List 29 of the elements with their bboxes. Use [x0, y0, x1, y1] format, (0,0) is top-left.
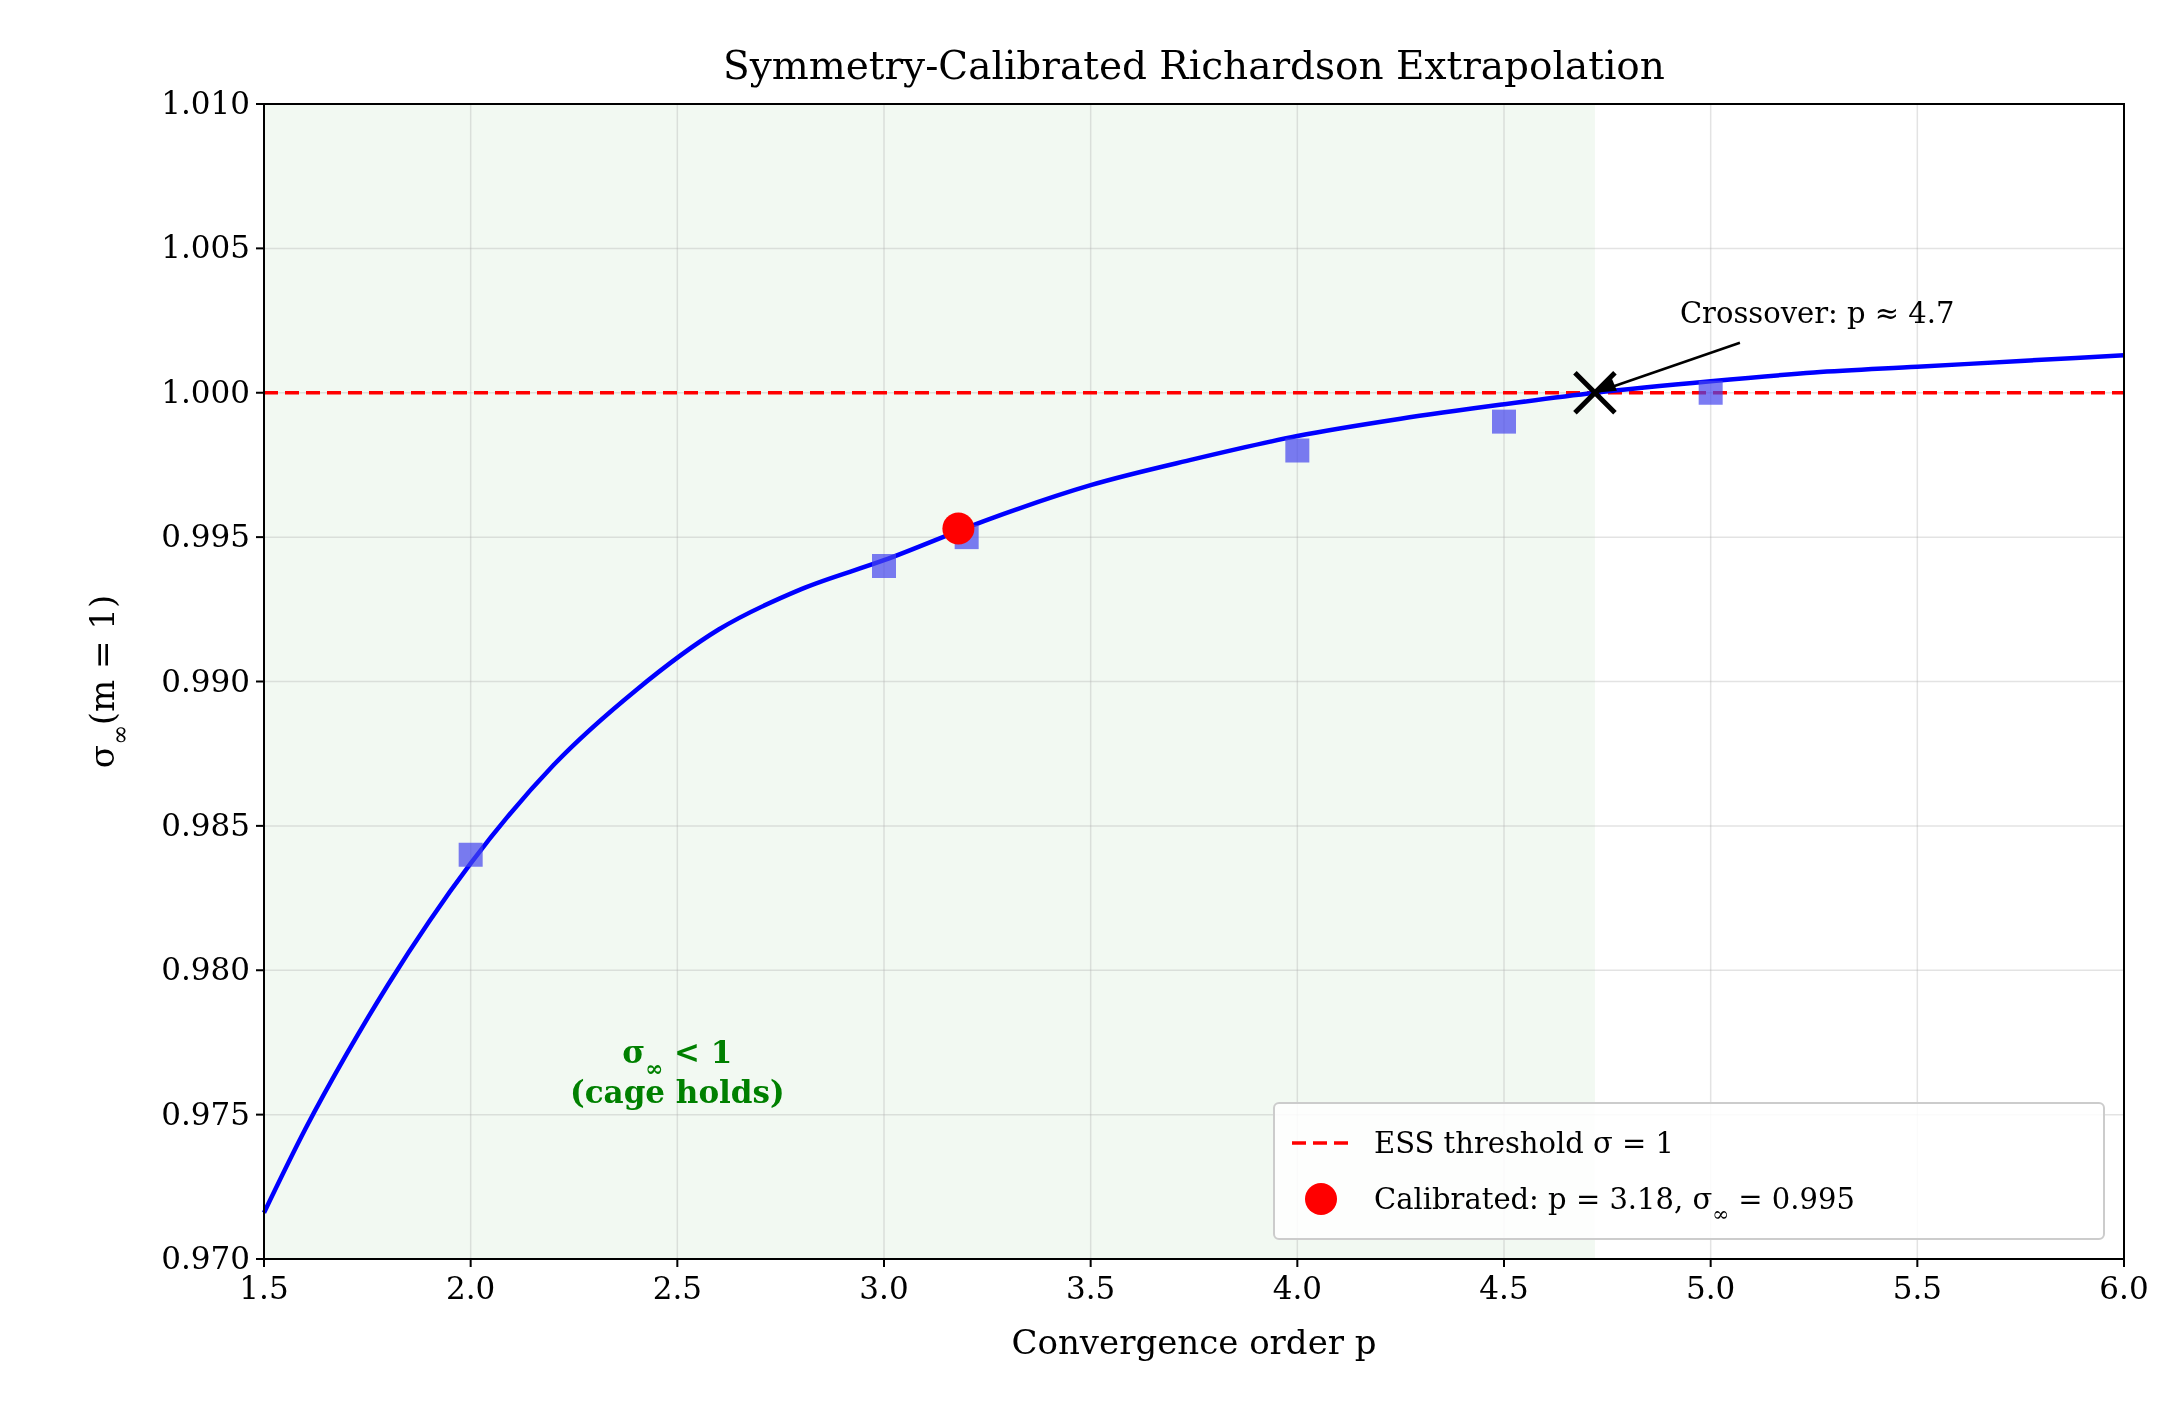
point	[1492, 409, 1516, 434]
point	[942, 512, 975, 545]
y-tick-label: 0.995	[161, 518, 250, 555]
x-tick-label: 5.5	[1892, 1270, 1942, 1306]
x-tick-label: 5.0	[1686, 1270, 1736, 1306]
annotation: Crossover: p ≈ 4.7	[1679, 295, 1955, 330]
point	[458, 842, 483, 867]
y-tick-label: 0.975	[161, 1095, 250, 1132]
y-tick-label: 0.990	[161, 662, 250, 699]
x-tick-label: 3.0	[859, 1270, 909, 1306]
y-tick-label: 1.000	[161, 373, 250, 410]
x-axis-title: Convergence order p	[1011, 1322, 1377, 1362]
x-tick-label: 6.0	[2099, 1270, 2149, 1306]
band-label: σ$_{∞}$ < 1 (cage holds)	[570, 1033, 785, 1110]
y-tick-label: 0.980	[161, 951, 250, 988]
x-tick-label: 4.0	[1272, 1270, 1322, 1306]
x-tick-label: 2.0	[446, 1270, 496, 1306]
x-tick-label: 2.5	[652, 1270, 702, 1306]
x-tick-label: 3.5	[1066, 1270, 1116, 1306]
legend-label: ESS threshold σ = 1	[1374, 1126, 1675, 1160]
y-tick-label: 1.010	[161, 85, 250, 121]
x-tick-label: 4.5	[1479, 1270, 1529, 1306]
legend-label: Calibrated: p = 3.18, σ$_{∞}$ = 0.995	[1374, 1182, 1855, 1226]
point	[1698, 380, 1723, 405]
y-tick-label: 1.005	[161, 229, 250, 266]
point	[872, 554, 896, 578]
y-tick-label: 0.985	[161, 806, 250, 843]
chart-title: Symmetry-Calibrated Richardson Extrapolation	[723, 43, 1665, 88]
point	[1285, 438, 1310, 463]
